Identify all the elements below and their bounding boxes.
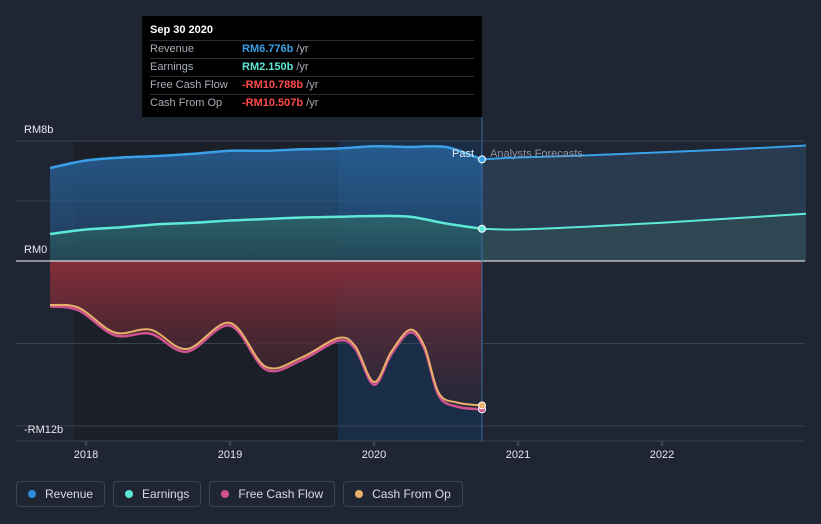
y-tick-label: -RM12b <box>24 424 63 436</box>
tooltip-unit: /yr <box>306 97 319 109</box>
y-tick-label: RM0 <box>24 244 47 256</box>
tooltip-label: Revenue <box>150 43 195 55</box>
tooltip-row-free-cash-flow: Free Cash Flow -RM10.788b /yr <box>150 76 474 94</box>
legend-dot-icon <box>28 490 36 498</box>
legend-dot-icon <box>221 490 230 498</box>
tooltip-date: Sep 30 2020 <box>150 24 213 36</box>
legend-label: Cash From Op <box>372 487 451 501</box>
tooltip-row-earnings: Earnings RM2.150b /yr <box>150 58 474 76</box>
x-tick-label: 2018 <box>74 449 98 461</box>
tooltip-unit: /yr <box>296 43 309 55</box>
tooltip-unit: /yr <box>306 79 319 91</box>
tooltip-value: -RM10.788b <box>242 79 304 91</box>
free-cash-flow-area <box>50 261 482 410</box>
tooltip-row-cash-from-op: Cash From Op -RM10.507b /yr <box>150 94 474 112</box>
earnings-forecast-area <box>482 213 806 261</box>
tooltip-value: RM6.776b <box>242 43 294 55</box>
tooltip-unit: /yr <box>296 61 309 73</box>
tooltip-row-revenue: Revenue RM6.776b /yr <box>150 40 474 58</box>
cash-from-op-line <box>49 303 483 407</box>
legend-dot-icon <box>355 490 364 498</box>
legend-label: Free Cash Flow <box>238 487 324 501</box>
legend-label: Earnings <box>142 487 190 501</box>
legend-label: Revenue <box>45 487 94 501</box>
legend-item-earnings[interactable]: Earnings <box>113 481 202 507</box>
earnings-area <box>50 215 482 261</box>
cash-from-op-point <box>478 401 486 410</box>
revenue-point <box>478 155 486 164</box>
tooltip-label: Free Cash Flow <box>150 79 228 91</box>
legend-dot-icon <box>125 490 134 498</box>
tooltip-value: -RM10.507b <box>242 97 304 109</box>
legend-item-revenue[interactable]: Revenue <box>16 481 106 507</box>
revenue-forecast-line <box>481 144 807 161</box>
tooltip-label: Cash From Op <box>150 97 223 109</box>
earnings-forecast-line <box>481 212 807 231</box>
y-tick-label: RM8b <box>24 124 53 136</box>
x-tick-label: 2019 <box>218 449 242 461</box>
forecast-label: Analysts Forecasts <box>490 148 583 160</box>
x-tick-label: 2021 <box>506 449 530 461</box>
legend-item-cash-from-op[interactable]: Cash From Op <box>343 481 463 507</box>
chart-tooltip: Sep 30 2020 Revenue RM6.776b /yr Earning… <box>142 16 482 117</box>
x-tick-label: 2022 <box>650 449 674 461</box>
earnings-line <box>49 214 483 236</box>
x-tick-label: 2020 <box>362 449 386 461</box>
chart-legend: Revenue Earnings Free Cash Flow Cash Fro… <box>16 481 463 507</box>
earnings-point <box>478 224 486 233</box>
tooltip-value: RM2.150b <box>242 61 294 73</box>
legend-item-free-cash-flow[interactable]: Free Cash Flow <box>209 481 336 507</box>
revenue-line <box>49 144 483 170</box>
tooltip-label: Earnings <box>150 61 194 73</box>
past-label: Past <box>452 148 474 160</box>
